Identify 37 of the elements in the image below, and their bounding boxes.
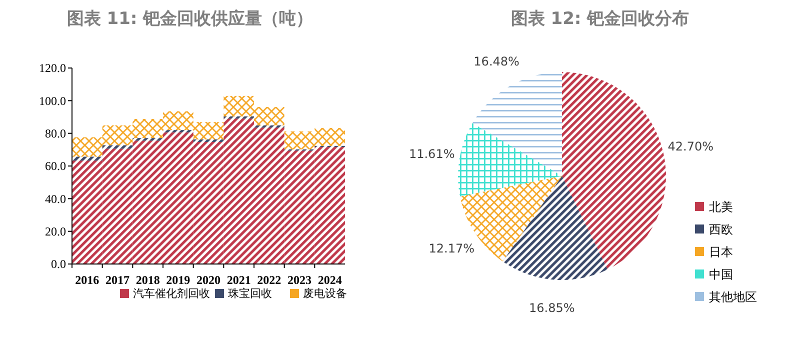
- data-label: 11.61%: [408, 147, 455, 162]
- legend-label: 北美: [709, 200, 733, 214]
- chart-title: 图表 12: 钯金回收分布: [510, 9, 690, 29]
- y-tick-label: 0.0: [51, 257, 66, 272]
- data-label: 12.17%: [428, 242, 475, 256]
- legend-label: 西欧: [709, 222, 733, 236]
- x-tick-label: 2023: [288, 273, 312, 287]
- x-tick-label: 2022: [257, 273, 282, 287]
- legend-label: 中国: [709, 268, 733, 282]
- y-tick-label: 20.0: [45, 224, 66, 239]
- bar: [193, 139, 224, 142]
- pie-slice: [458, 123, 562, 196]
- x-tick-label: 2016: [75, 273, 100, 287]
- y-tick-label: 120.0: [39, 61, 66, 76]
- legend-label: 珠宝回收: [228, 287, 272, 300]
- data-label: 16.85%: [528, 300, 575, 315]
- y-tick-label: 60.0: [45, 159, 66, 174]
- pie-slice: [562, 72, 666, 270]
- bar: [72, 156, 102, 161]
- legend-label: 日本: [709, 245, 733, 259]
- x-tick-label: 2019: [166, 273, 190, 287]
- y-tick-label: 40.0: [45, 192, 66, 206]
- chart-title: 图表 11: 钯金回收供应量（吨）: [66, 9, 314, 29]
- x-tick-label: 2017: [106, 273, 130, 287]
- legend-label: 其他地区: [709, 290, 757, 304]
- y-tick-label: 80.0: [45, 126, 66, 141]
- x-tick-label: 2024: [318, 273, 342, 287]
- x-tick-label: 2021: [226, 273, 251, 287]
- bar: [132, 138, 163, 141]
- data-label: 42.70%: [668, 140, 714, 154]
- legend-label: 汽车催化剂回收: [133, 287, 210, 300]
- x-tick-label: 2020: [196, 273, 220, 287]
- legend-label: 废电设备: [303, 287, 347, 300]
- data-label: 16.48%: [474, 54, 520, 69]
- x-tick-label: 2018: [136, 273, 160, 287]
- pie-slice: [502, 176, 608, 280]
- y-tick-label: 100.0: [39, 94, 66, 108]
